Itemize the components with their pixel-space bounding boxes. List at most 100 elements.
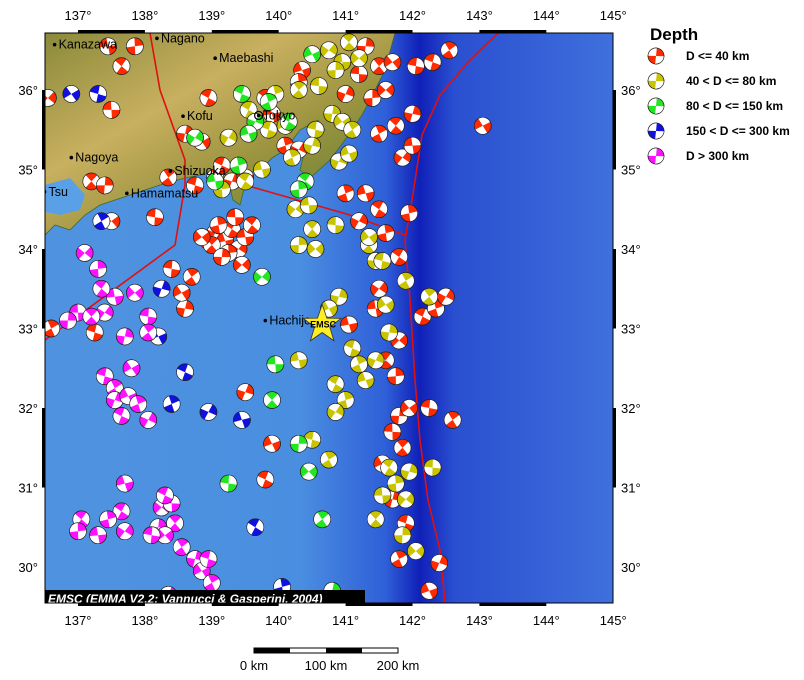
- earthquake-beachball[interactable]: [199, 88, 218, 107]
- earthquake-beachball[interactable]: [347, 62, 370, 85]
- earthquake-beachball[interactable]: [60, 83, 82, 105]
- earthquake-beachball[interactable]: [334, 181, 358, 205]
- earthquake-beachball[interactable]: [253, 267, 272, 286]
- earthquake-beachball[interactable]: [260, 432, 284, 456]
- earthquake-beachball[interactable]: [219, 128, 238, 147]
- earthquake-beachball[interactable]: [367, 122, 390, 145]
- earthquake-beachball[interactable]: [155, 486, 175, 506]
- earthquake-beachball[interactable]: [301, 43, 324, 66]
- earthquake-beachball[interactable]: [263, 352, 287, 376]
- earthquake-beachball[interactable]: [137, 322, 159, 344]
- earthquake-beachball[interactable]: [160, 392, 184, 416]
- earthquake-beachball[interactable]: [175, 362, 195, 382]
- earthquake-beachball[interactable]: [318, 448, 341, 471]
- earthquake-beachball[interactable]: [337, 142, 361, 166]
- earthquake-beachball[interactable]: [160, 258, 183, 281]
- earthquake-beachball[interactable]: [390, 248, 408, 266]
- earthquake-beachball[interactable]: [96, 507, 120, 531]
- earthquake-beachball[interactable]: [66, 519, 90, 543]
- earthquake-beachball[interactable]: [280, 146, 303, 169]
- earthquake-beachball[interactable]: [116, 522, 134, 541]
- earthquake-beachball[interactable]: [257, 90, 281, 114]
- earthquake-beachball[interactable]: [84, 322, 105, 343]
- earthquake-beachball[interactable]: [103, 285, 127, 309]
- earthquake-beachball[interactable]: [442, 409, 464, 431]
- earthquake-beachball[interactable]: [40, 317, 63, 340]
- earthquake-beachball[interactable]: [324, 58, 348, 82]
- earthquake-beachball[interactable]: [358, 226, 380, 248]
- earthquake-beachball[interactable]: [199, 402, 218, 421]
- earthquake-beachball[interactable]: [471, 114, 494, 137]
- legend-beachball-icon[interactable]: [645, 45, 667, 67]
- earthquake-beachball[interactable]: [396, 490, 415, 509]
- earthquake-beachball[interactable]: [235, 382, 256, 403]
- earthquake-beachball[interactable]: [370, 279, 388, 298]
- earthquake-beachball[interactable]: [217, 472, 240, 495]
- earthquake-beachball[interactable]: [350, 212, 369, 231]
- earthquake-beachball[interactable]: [354, 181, 378, 205]
- earthquake-beachball[interactable]: [419, 286, 440, 307]
- epicenter-marker[interactable]: EMSC: [302, 303, 343, 342]
- earthquake-beachball[interactable]: [258, 119, 279, 140]
- earthquake-beachball[interactable]: [395, 270, 418, 293]
- earthquake-beachball[interactable]: [94, 365, 116, 387]
- earthquake-beachball[interactable]: [174, 298, 196, 320]
- earthquake-beachball[interactable]: [86, 257, 110, 281]
- earthquake-beachball[interactable]: [200, 571, 223, 594]
- earthquake-beachball[interactable]: [113, 472, 137, 496]
- earthquake-beachball[interactable]: [374, 221, 398, 245]
- earthquake-beachball[interactable]: [382, 51, 404, 73]
- earthquake-beachball[interactable]: [137, 305, 160, 328]
- earthquake-beachball[interactable]: [230, 408, 254, 432]
- earthquake-beachball[interactable]: [375, 294, 397, 316]
- earthquake-beachball[interactable]: [326, 403, 345, 421]
- earthquake-beachball[interactable]: [328, 286, 349, 307]
- earthquake-beachball[interactable]: [38, 88, 57, 107]
- earthquake-beachball[interactable]: [112, 57, 131, 75]
- earthquake-beachball[interactable]: [223, 205, 247, 229]
- earthquake-beachball[interactable]: [393, 148, 412, 167]
- earthquake-beachball[interactable]: [418, 397, 441, 420]
- earthquake-beachball[interactable]: [93, 174, 116, 197]
- earthquake-beachball[interactable]: [370, 200, 388, 219]
- earthquake-beachball[interactable]: [324, 214, 347, 237]
- earthquake-beachball[interactable]: [287, 177, 311, 201]
- legend-beachball-icon[interactable]: [645, 145, 667, 167]
- earthquake-beachball[interactable]: [100, 98, 124, 122]
- earthquake-beachball[interactable]: [397, 201, 421, 225]
- legend-beachball-icon[interactable]: [645, 120, 667, 142]
- earthquake-beachball[interactable]: [417, 579, 441, 603]
- earthquake-beachball[interactable]: [170, 281, 193, 304]
- earthquake-beachball[interactable]: [237, 122, 261, 146]
- earthquake-beachball[interactable]: [391, 523, 415, 547]
- earthquake-beachball[interactable]: [171, 536, 193, 558]
- earthquake-beachball[interactable]: [120, 357, 142, 379]
- earthquake-beachball[interactable]: [336, 84, 356, 104]
- earthquake-beachball[interactable]: [287, 432, 310, 455]
- earthquake-beachball[interactable]: [438, 39, 460, 61]
- earthquake-beachball[interactable]: [405, 55, 427, 77]
- earthquake-beachball[interactable]: [92, 279, 111, 298]
- earthquake-beachball[interactable]: [203, 169, 227, 193]
- earthquake-beachball[interactable]: [139, 410, 158, 429]
- earthquake-beachball[interactable]: [124, 282, 145, 303]
- earthquake-beachball[interactable]: [112, 406, 132, 426]
- earthquake-beachball[interactable]: [56, 309, 79, 332]
- earthquake-beachball[interactable]: [369, 56, 390, 77]
- earthquake-beachball[interactable]: [86, 523, 110, 547]
- earthquake-beachball[interactable]: [298, 461, 319, 482]
- earthquake-beachball[interactable]: [392, 437, 413, 458]
- earthquake-beachball[interactable]: [304, 119, 326, 141]
- earthquake-beachball[interactable]: [429, 553, 449, 573]
- earthquake-beachball[interactable]: [288, 79, 309, 100]
- earthquake-beachball[interactable]: [302, 219, 321, 238]
- earthquake-beachball[interactable]: [386, 116, 405, 135]
- earthquake-beachball[interactable]: [311, 508, 333, 530]
- earthquake-beachball[interactable]: [140, 524, 163, 547]
- earthquake-beachball[interactable]: [380, 458, 398, 477]
- earthquake-beachball[interactable]: [236, 172, 255, 191]
- earthquake-beachball[interactable]: [123, 34, 147, 58]
- earthquake-beachball[interactable]: [114, 325, 136, 347]
- earthquake-beachball[interactable]: [384, 364, 408, 388]
- earthquake-beachball[interactable]: [181, 266, 203, 288]
